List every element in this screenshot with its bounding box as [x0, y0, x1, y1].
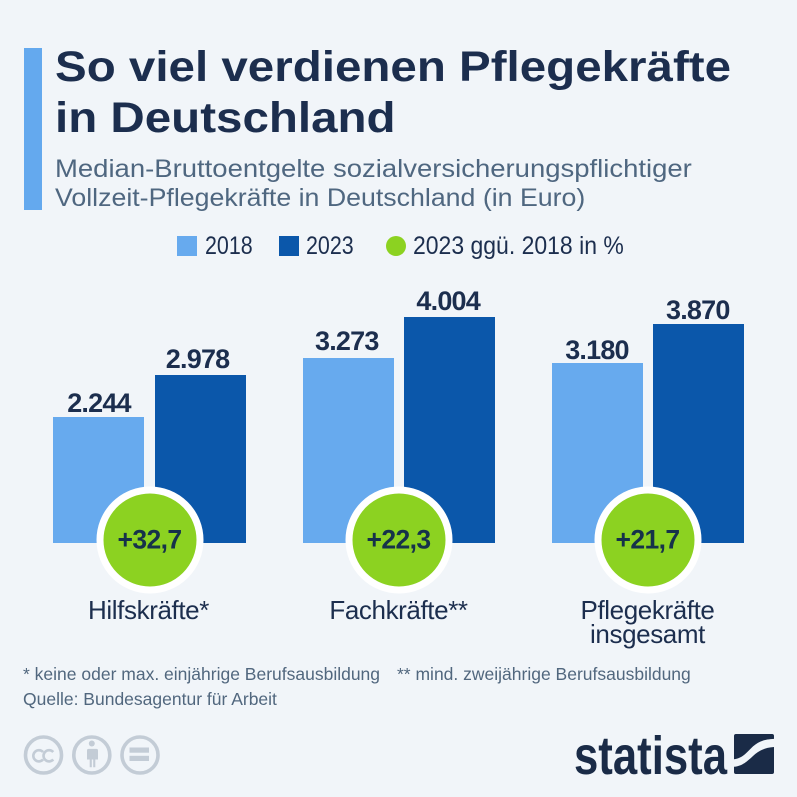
svg-text:statista: statista	[574, 726, 728, 780]
